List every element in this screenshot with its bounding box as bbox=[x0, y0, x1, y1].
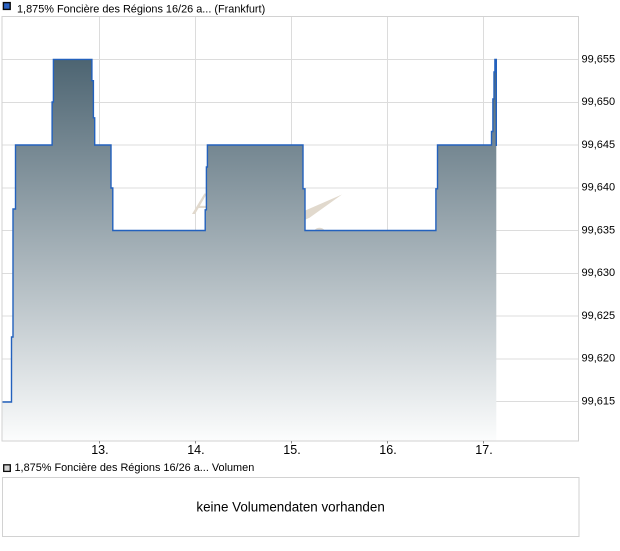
svg-text:13.: 13. bbox=[91, 443, 108, 457]
svg-text:keine Volumendaten vorhanden: keine Volumendaten vorhanden bbox=[196, 500, 384, 515]
svg-text:99,615: 99,615 bbox=[582, 395, 616, 407]
svg-text:99,645: 99,645 bbox=[582, 139, 616, 151]
svg-text:99,625: 99,625 bbox=[582, 310, 616, 322]
svg-text:99,620: 99,620 bbox=[582, 353, 616, 365]
svg-text:99,630: 99,630 bbox=[582, 267, 616, 279]
svg-text:15.: 15. bbox=[283, 443, 300, 457]
svg-text:1,875% Foncière des Régions 16: 1,875% Foncière des Régions 16/26 a... (… bbox=[17, 3, 265, 15]
svg-text:99,655: 99,655 bbox=[582, 54, 616, 66]
svg-text:99,640: 99,640 bbox=[582, 182, 616, 194]
svg-text:16.: 16. bbox=[379, 443, 396, 457]
svg-text:99,650: 99,650 bbox=[582, 96, 616, 108]
svg-text:17.: 17. bbox=[475, 443, 492, 457]
svg-text:1,875% Foncière des Régions 16: 1,875% Foncière des Régions 16/26 a... V… bbox=[15, 462, 255, 474]
svg-text:14.: 14. bbox=[187, 443, 204, 457]
svg-text:99,635: 99,635 bbox=[582, 225, 616, 237]
